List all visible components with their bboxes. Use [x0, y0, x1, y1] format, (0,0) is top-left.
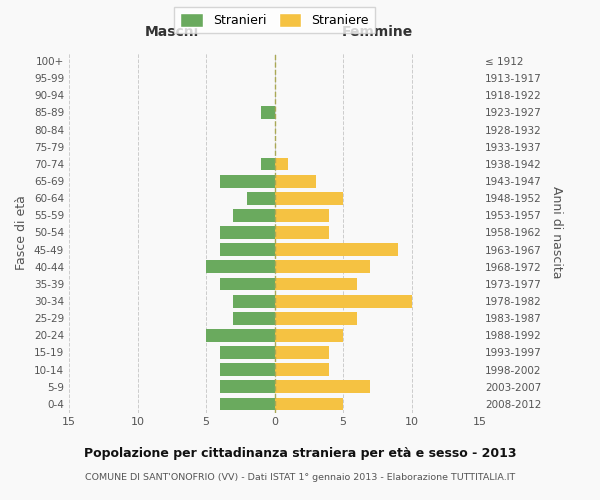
- Bar: [275, 209, 329, 222]
- Bar: [220, 380, 275, 393]
- Bar: [261, 158, 275, 170]
- Bar: [275, 363, 329, 376]
- Bar: [275, 312, 356, 324]
- Legend: Stranieri, Straniere: Stranieri, Straniere: [174, 6, 375, 34]
- Bar: [275, 278, 356, 290]
- Bar: [220, 346, 275, 359]
- Bar: [206, 329, 275, 342]
- Bar: [220, 398, 275, 410]
- Bar: [275, 226, 329, 239]
- Bar: [233, 312, 275, 324]
- Bar: [275, 294, 412, 308]
- Bar: [275, 346, 329, 359]
- Bar: [275, 192, 343, 204]
- Text: Femmine: Femmine: [341, 25, 413, 39]
- Text: Maschi: Maschi: [145, 25, 199, 39]
- Y-axis label: Anni di nascita: Anni di nascita: [550, 186, 563, 279]
- Text: Popolazione per cittadinanza straniera per età e sesso - 2013: Popolazione per cittadinanza straniera p…: [84, 448, 516, 460]
- Bar: [247, 192, 275, 204]
- Y-axis label: Fasce di età: Fasce di età: [16, 195, 28, 270]
- Bar: [220, 243, 275, 256]
- Bar: [261, 106, 275, 119]
- Bar: [275, 158, 288, 170]
- Bar: [233, 294, 275, 308]
- Bar: [275, 380, 370, 393]
- Bar: [206, 260, 275, 273]
- Bar: [220, 363, 275, 376]
- Bar: [275, 174, 316, 188]
- Bar: [233, 209, 275, 222]
- Bar: [220, 174, 275, 188]
- Bar: [275, 398, 343, 410]
- Bar: [275, 329, 343, 342]
- Bar: [275, 260, 370, 273]
- Bar: [220, 278, 275, 290]
- Bar: [275, 243, 398, 256]
- Text: COMUNE DI SANT'ONOFRIO (VV) - Dati ISTAT 1° gennaio 2013 - Elaborazione TUTTITAL: COMUNE DI SANT'ONOFRIO (VV) - Dati ISTAT…: [85, 472, 515, 482]
- Bar: [220, 226, 275, 239]
